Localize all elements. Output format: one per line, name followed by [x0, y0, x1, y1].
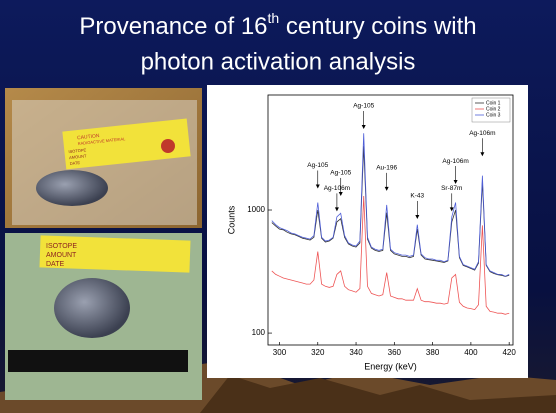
annotation-label: Ag-106m: [469, 130, 495, 137]
x-tick-label: 320: [311, 348, 325, 357]
annotation-arrowhead: [384, 186, 389, 191]
chart: 300 320 340 360 380 400 420 100 1000 Energy (keV)…: [226, 94, 516, 371]
y-axis-label: Counts: [226, 205, 236, 234]
annotation-label: Sr-87m: [441, 185, 462, 192]
series-line: [271, 133, 510, 277]
annotation-arrowhead: [338, 191, 343, 196]
annotation-label: K-43: [410, 193, 424, 200]
annotation-arrowhead: [315, 184, 320, 189]
landscape-dark: [200, 375, 556, 413]
annotation-arrowhead: [415, 214, 420, 219]
legend-label: Coin 2: [486, 106, 501, 112]
annotation-label: Ag-106m: [442, 158, 468, 165]
y-tick-label: 1000: [247, 205, 265, 214]
sticker-text: RADIOACTIVE MATERIAL: [77, 136, 126, 146]
x-axis-label: Energy (keV): [364, 361, 417, 371]
sticker-field: DATE: [46, 261, 64, 268]
y-tick-label: 100: [252, 328, 266, 337]
sticker-field: DATE: [69, 160, 80, 166]
photo-bottom: ISOTOPE AMOUNT DATE: [5, 233, 202, 400]
legend-label: Coin 1: [486, 100, 501, 106]
series-line: [271, 146, 510, 277]
x-tick-label: 400: [464, 348, 478, 357]
annotation-arrowhead: [334, 207, 339, 212]
x-tick-label: 340: [349, 348, 363, 357]
plot-frame: [267, 94, 514, 346]
annotation-arrowhead: [480, 152, 485, 157]
photo-top: CAUTION RADIOACTIVE MATERIAL ISOTOPE AMO…: [5, 88, 202, 228]
annotation-label: Ag-105: [330, 170, 351, 177]
x-tick-label: 300: [273, 348, 287, 357]
annotation-arrowhead: [361, 125, 366, 130]
series-line: [271, 195, 510, 315]
legend-label: Coin 3: [486, 112, 501, 118]
sticker-field: AMOUNT: [69, 153, 87, 160]
slide-title: Provenance of 16th century coins with: [79, 10, 476, 41]
sticker-field: ISOTOPE: [68, 147, 86, 154]
x-tick-label: 380: [426, 348, 440, 357]
sticker-field: AMOUNT: [46, 252, 77, 259]
x-tick-label: 360: [388, 348, 402, 357]
annotation-label: Au-196: [376, 165, 397, 172]
slide-title-line2: photon activation analysis: [141, 48, 416, 75]
annotation-label: Ag-105: [353, 103, 374, 110]
x-tick-label: 420: [502, 348, 516, 357]
annotation-label: Ag-106m: [324, 185, 350, 192]
legend-box: [471, 97, 511, 123]
sticker-text: CAUTION: [77, 133, 100, 141]
sticker-field: ISOTOPE: [46, 243, 77, 250]
annotation-arrowhead: [449, 207, 454, 212]
annotation-arrowhead: [453, 180, 458, 185]
annotation-label: Ag-105: [307, 162, 328, 169]
